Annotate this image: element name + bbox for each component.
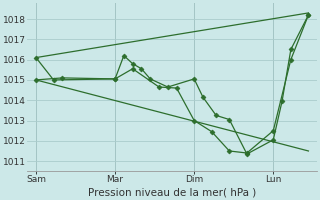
X-axis label: Pression niveau de la mer( hPa ): Pression niveau de la mer( hPa ) — [88, 187, 256, 197]
